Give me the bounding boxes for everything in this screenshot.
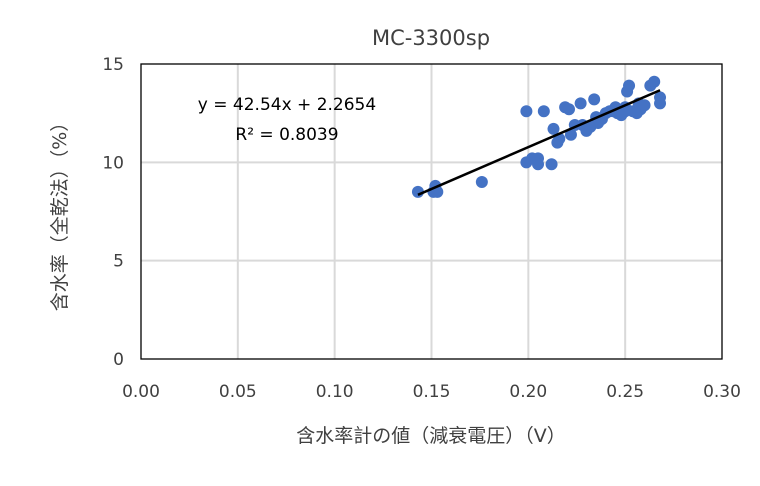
data-point <box>623 79 636 92</box>
y-axis-label: 含水率（全乾法）（%） <box>49 113 71 312</box>
x-tick-label: 0.30 <box>703 382 741 402</box>
data-point <box>547 122 560 135</box>
data-point <box>475 176 488 188</box>
data-point <box>588 93 601 106</box>
y-tick-label: 0 <box>113 350 124 370</box>
x-tick-label: 0.20 <box>509 382 547 402</box>
x-tick-label: 0.05 <box>219 382 257 402</box>
x-axis-label: 含水率計の値（減衰電圧）（V） <box>296 425 566 447</box>
data-point <box>537 105 550 118</box>
x-tick-label: 0.15 <box>413 382 451 402</box>
trendline <box>417 89 661 196</box>
x-tick-label: 0.10 <box>316 382 354 402</box>
x-tick-label: 0.00 <box>122 382 160 402</box>
chart-title: MC-3300sp <box>372 26 490 50</box>
data-point <box>654 97 667 110</box>
data-point <box>648 75 661 88</box>
data-point <box>520 105 533 118</box>
r-squared-label: R² = 0.8039 <box>235 125 338 145</box>
data-point <box>564 128 577 141</box>
data-point <box>563 103 576 116</box>
trendline-equation: y = 42.54x + 2.2654 <box>198 95 376 115</box>
y-tick-label: 15 <box>102 55 124 75</box>
x-tick-label: 0.25 <box>606 382 644 402</box>
plot-area-border <box>140 63 723 360</box>
y-tick-label: 10 <box>102 153 124 173</box>
data-point <box>638 99 651 112</box>
y-tick-label: 5 <box>113 252 124 272</box>
data-point <box>545 158 558 171</box>
data-point <box>532 158 545 171</box>
data-point <box>574 97 587 110</box>
